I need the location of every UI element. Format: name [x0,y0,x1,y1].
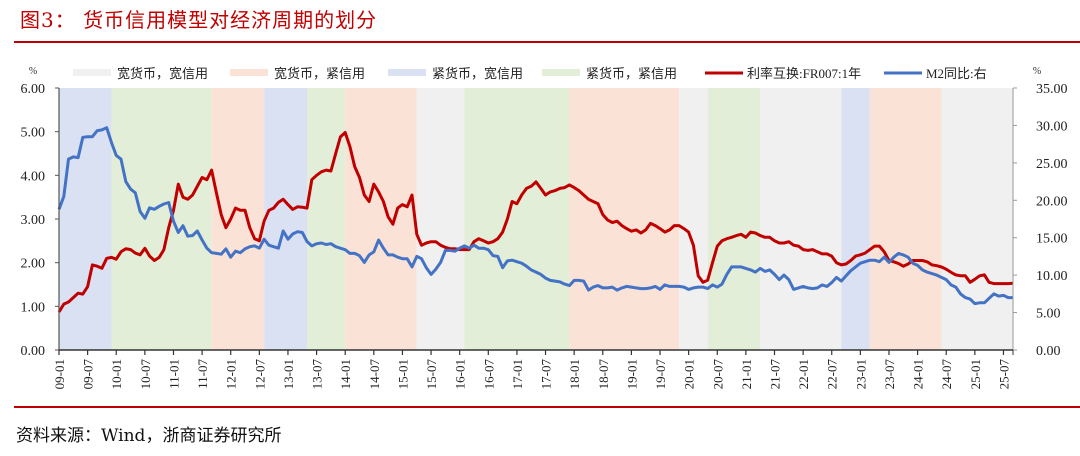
regime-band [211,88,265,350]
y-left-tick-label: 1.00 [21,300,46,315]
regime-band [941,88,1013,350]
x-tick-label: 09-07 [81,359,96,390]
x-tick-label: 22-07 [825,359,840,390]
y-right-tick-label: 30.00 [1036,119,1068,134]
y-left-tick-label: 3.00 [21,213,46,228]
x-tick-label: 15-07 [424,359,439,390]
fr007-line [57,131,1014,313]
x-tick-label: 13-07 [310,359,325,390]
legend-label: M2同比:右 [926,66,987,81]
y-right-tick-label: 15.00 [1036,232,1068,247]
y-right-unit: % [1033,66,1041,77]
x-tick-label: 19-07 [653,359,668,390]
x-tick-label: 20-01 [682,359,697,389]
y-left-unit: % [29,66,37,77]
regime-band [345,88,417,350]
m2-line [57,126,1013,306]
source-note: 资料来源：Wind，浙商证券研究所 [16,426,282,446]
x-tick-label: 11-07 [195,359,210,389]
y-left-tick-label: 2.00 [21,257,46,272]
series-lines [57,126,1014,313]
legend-label: 紧货币，紧信用 [586,66,677,81]
y-left-tick-label: 6.00 [21,82,46,97]
x-tick-label: 17-07 [539,359,554,390]
x-tick-label: 25-01 [968,359,983,389]
regime-band [869,88,942,350]
y-left-tick-label: 4.00 [21,169,46,184]
x-tick-label: 23-01 [853,359,868,389]
x-tick-label: 12-07 [252,359,267,390]
legend: 宽货币，宽信用 宽货币，紧信用 紧货币，宽信用 紧货币，紧信用 利率互换:FR007:1… [73,66,987,81]
x-tick-label: 14-07 [367,359,382,390]
regime-band [760,88,842,350]
x-tick-label: 19-01 [624,359,639,389]
regime-band [569,88,680,350]
y-right-tick-label: 25.00 [1036,157,1068,172]
x-tick-label: 20-07 [710,359,725,390]
legend-label: 紧货币，宽信用 [432,66,523,81]
legend-swatch [230,69,268,76]
x-tick-label: 11-01 [166,359,181,389]
y-right-tick-label: 0.00 [1036,344,1061,359]
x-tick-label: 16-01 [453,359,468,389]
regime-band [59,88,112,350]
legend-label: 宽货币，宽信用 [117,66,208,81]
y-right-tick-label: 5.00 [1036,307,1061,322]
regime-bands [59,88,1013,350]
x-tick-label: 16-07 [481,359,496,390]
title-divider [14,41,1080,43]
x-tick-label: 24-01 [911,359,926,389]
legend-label: 宽货币，紧信用 [274,66,365,81]
x-tick-label: 25-07 [996,359,1011,390]
y-left-tick-label: 5.00 [21,126,46,141]
regime-band [416,88,465,350]
x-tick-label: 18-01 [567,359,582,389]
y-left-tick-label: 0.00 [21,344,46,359]
x-tick-label: 23-07 [882,359,897,390]
footer-divider [14,406,1080,408]
figure-title: 图3： 货币信用模型对经济周期的划分 [20,8,378,32]
legend-label: 利率互换:FR007:1年 [747,66,861,81]
y-right-tick-label: 20.00 [1036,194,1068,209]
x-tick-label: 13-01 [281,359,296,389]
y-right-tick-label: 35.00 [1036,82,1068,97]
chart: 0.00 1.00 2.00 3.00 4.00 5.00 6.00 0.00 5.00 10.0… [21,66,1068,389]
x-tick-label: 18-07 [596,359,611,390]
x-tick-label: 17-01 [510,359,525,389]
legend-swatch [73,69,111,76]
x-tick-label: 10-01 [109,359,124,389]
regime-band [707,88,761,350]
regime-band [464,88,570,350]
x-tick-label: 15-01 [395,359,410,389]
regime-band [679,88,708,350]
regime-band [264,88,308,350]
x-tick-label: 24-07 [939,359,954,390]
x-tick-label: 09-01 [52,359,67,389]
axes: 0.00 1.00 2.00 3.00 4.00 5.00 6.00 0.00 5.00 10.0… [21,66,1068,389]
x-tick-label: 21-01 [739,359,754,389]
regime-band [841,88,870,350]
x-tick-label: 10-07 [138,359,153,390]
x-tick-label: 12-01 [224,359,239,389]
legend-swatch [388,69,426,76]
x-tick-label: 22-01 [796,359,811,389]
regime-band [111,88,212,350]
legend-swatch [542,69,580,76]
x-tick-label: 21-07 [768,359,783,390]
y-right-tick-label: 10.00 [1036,269,1068,284]
x-tick-label: 14-01 [338,359,353,389]
regime-band [307,88,346,350]
